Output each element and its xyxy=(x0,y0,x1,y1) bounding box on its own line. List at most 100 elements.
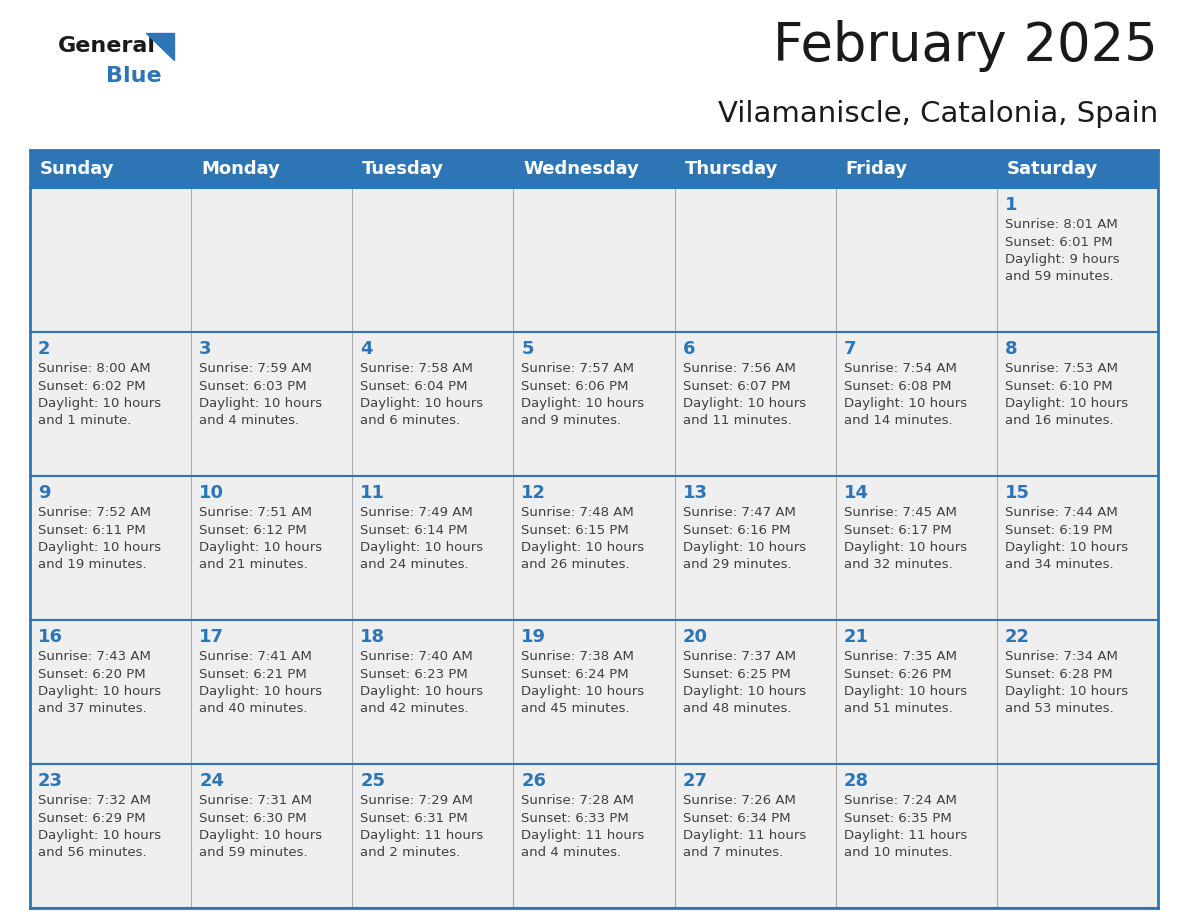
Text: 28: 28 xyxy=(843,772,868,790)
Bar xyxy=(513,764,675,908)
Text: Sunrise: 7:31 AM
Sunset: 6:30 PM
Daylight: 10 hours
and 59 minutes.: Sunrise: 7:31 AM Sunset: 6:30 PM Dayligh… xyxy=(200,794,322,859)
Bar xyxy=(997,188,1158,332)
Bar xyxy=(191,332,353,476)
Text: 13: 13 xyxy=(683,484,708,502)
Text: 19: 19 xyxy=(522,628,546,646)
Text: Sunrise: 8:01 AM
Sunset: 6:01 PM
Daylight: 9 hours
and 59 minutes.: Sunrise: 8:01 AM Sunset: 6:01 PM Dayligh… xyxy=(1005,218,1119,284)
Bar xyxy=(353,620,513,764)
Polygon shape xyxy=(146,33,173,60)
Text: Sunrise: 8:00 AM
Sunset: 6:02 PM
Daylight: 10 hours
and 1 minute.: Sunrise: 8:00 AM Sunset: 6:02 PM Dayligh… xyxy=(38,362,162,428)
Bar xyxy=(353,764,513,908)
Bar xyxy=(191,764,353,908)
Text: Saturday: Saturday xyxy=(1007,160,1098,178)
Text: 16: 16 xyxy=(38,628,63,646)
Bar xyxy=(675,764,835,908)
Text: Sunrise: 7:41 AM
Sunset: 6:21 PM
Daylight: 10 hours
and 40 minutes.: Sunrise: 7:41 AM Sunset: 6:21 PM Dayligh… xyxy=(200,650,322,715)
Text: Tuesday: Tuesday xyxy=(362,160,444,178)
Text: 24: 24 xyxy=(200,772,225,790)
Text: Sunrise: 7:53 AM
Sunset: 6:10 PM
Daylight: 10 hours
and 16 minutes.: Sunrise: 7:53 AM Sunset: 6:10 PM Dayligh… xyxy=(1005,362,1127,428)
Text: 10: 10 xyxy=(200,484,225,502)
Text: Sunrise: 7:38 AM
Sunset: 6:24 PM
Daylight: 10 hours
and 45 minutes.: Sunrise: 7:38 AM Sunset: 6:24 PM Dayligh… xyxy=(522,650,645,715)
Text: Sunrise: 7:40 AM
Sunset: 6:23 PM
Daylight: 10 hours
and 42 minutes.: Sunrise: 7:40 AM Sunset: 6:23 PM Dayligh… xyxy=(360,650,484,715)
Text: 25: 25 xyxy=(360,772,385,790)
Bar xyxy=(675,332,835,476)
Bar xyxy=(835,332,997,476)
Bar xyxy=(675,188,835,332)
Text: February 2025: February 2025 xyxy=(773,20,1158,72)
Bar xyxy=(30,188,191,332)
Text: Sunrise: 7:26 AM
Sunset: 6:34 PM
Daylight: 11 hours
and 7 minutes.: Sunrise: 7:26 AM Sunset: 6:34 PM Dayligh… xyxy=(683,794,805,859)
Bar xyxy=(513,476,675,620)
Text: 18: 18 xyxy=(360,628,385,646)
Text: Sunrise: 7:57 AM
Sunset: 6:06 PM
Daylight: 10 hours
and 9 minutes.: Sunrise: 7:57 AM Sunset: 6:06 PM Dayligh… xyxy=(522,362,645,428)
Text: 9: 9 xyxy=(38,484,51,502)
Text: 8: 8 xyxy=(1005,340,1017,358)
Text: Sunday: Sunday xyxy=(40,160,114,178)
Text: Sunrise: 7:49 AM
Sunset: 6:14 PM
Daylight: 10 hours
and 24 minutes.: Sunrise: 7:49 AM Sunset: 6:14 PM Dayligh… xyxy=(360,506,484,572)
Text: Blue: Blue xyxy=(106,66,162,86)
Bar xyxy=(353,332,513,476)
Bar xyxy=(997,620,1158,764)
Text: 27: 27 xyxy=(683,772,708,790)
Text: 5: 5 xyxy=(522,340,533,358)
Text: Monday: Monday xyxy=(201,160,280,178)
Bar xyxy=(353,188,513,332)
Text: Sunrise: 7:51 AM
Sunset: 6:12 PM
Daylight: 10 hours
and 21 minutes.: Sunrise: 7:51 AM Sunset: 6:12 PM Dayligh… xyxy=(200,506,322,572)
Bar xyxy=(835,764,997,908)
Text: 14: 14 xyxy=(843,484,868,502)
Text: Sunrise: 7:45 AM
Sunset: 6:17 PM
Daylight: 10 hours
and 32 minutes.: Sunrise: 7:45 AM Sunset: 6:17 PM Dayligh… xyxy=(843,506,967,572)
Text: 26: 26 xyxy=(522,772,546,790)
Text: 22: 22 xyxy=(1005,628,1030,646)
Text: 1: 1 xyxy=(1005,196,1017,214)
Bar xyxy=(835,188,997,332)
Bar xyxy=(997,332,1158,476)
Text: 7: 7 xyxy=(843,340,857,358)
Text: 20: 20 xyxy=(683,628,708,646)
Text: Sunrise: 7:28 AM
Sunset: 6:33 PM
Daylight: 11 hours
and 4 minutes.: Sunrise: 7:28 AM Sunset: 6:33 PM Dayligh… xyxy=(522,794,645,859)
Text: 4: 4 xyxy=(360,340,373,358)
Text: General: General xyxy=(58,36,156,56)
Bar xyxy=(675,620,835,764)
Bar xyxy=(30,150,1158,188)
Text: Sunrise: 7:34 AM
Sunset: 6:28 PM
Daylight: 10 hours
and 53 minutes.: Sunrise: 7:34 AM Sunset: 6:28 PM Dayligh… xyxy=(1005,650,1127,715)
Bar xyxy=(513,620,675,764)
Text: Sunrise: 7:56 AM
Sunset: 6:07 PM
Daylight: 10 hours
and 11 minutes.: Sunrise: 7:56 AM Sunset: 6:07 PM Dayligh… xyxy=(683,362,805,428)
Text: Sunrise: 7:43 AM
Sunset: 6:20 PM
Daylight: 10 hours
and 37 minutes.: Sunrise: 7:43 AM Sunset: 6:20 PM Dayligh… xyxy=(38,650,162,715)
Text: Sunrise: 7:47 AM
Sunset: 6:16 PM
Daylight: 10 hours
and 29 minutes.: Sunrise: 7:47 AM Sunset: 6:16 PM Dayligh… xyxy=(683,506,805,572)
Text: Sunrise: 7:54 AM
Sunset: 6:08 PM
Daylight: 10 hours
and 14 minutes.: Sunrise: 7:54 AM Sunset: 6:08 PM Dayligh… xyxy=(843,362,967,428)
Text: Vilamaniscle, Catalonia, Spain: Vilamaniscle, Catalonia, Spain xyxy=(718,100,1158,128)
Text: 3: 3 xyxy=(200,340,211,358)
Bar xyxy=(835,620,997,764)
Bar xyxy=(997,764,1158,908)
Text: 12: 12 xyxy=(522,484,546,502)
Bar xyxy=(513,332,675,476)
Bar xyxy=(353,476,513,620)
Text: 17: 17 xyxy=(200,628,225,646)
Text: 23: 23 xyxy=(38,772,63,790)
Text: Wednesday: Wednesday xyxy=(524,160,639,178)
Text: 6: 6 xyxy=(683,340,695,358)
Text: Sunrise: 7:48 AM
Sunset: 6:15 PM
Daylight: 10 hours
and 26 minutes.: Sunrise: 7:48 AM Sunset: 6:15 PM Dayligh… xyxy=(522,506,645,572)
Text: Sunrise: 7:35 AM
Sunset: 6:26 PM
Daylight: 10 hours
and 51 minutes.: Sunrise: 7:35 AM Sunset: 6:26 PM Dayligh… xyxy=(843,650,967,715)
Text: Sunrise: 7:44 AM
Sunset: 6:19 PM
Daylight: 10 hours
and 34 minutes.: Sunrise: 7:44 AM Sunset: 6:19 PM Dayligh… xyxy=(1005,506,1127,572)
Bar xyxy=(513,188,675,332)
Bar xyxy=(30,764,191,908)
Bar xyxy=(191,188,353,332)
Text: 21: 21 xyxy=(843,628,868,646)
Bar xyxy=(191,620,353,764)
Bar xyxy=(835,476,997,620)
Text: Sunrise: 7:58 AM
Sunset: 6:04 PM
Daylight: 10 hours
and 6 minutes.: Sunrise: 7:58 AM Sunset: 6:04 PM Dayligh… xyxy=(360,362,484,428)
Bar xyxy=(30,476,191,620)
Bar xyxy=(30,332,191,476)
Text: 2: 2 xyxy=(38,340,51,358)
Bar xyxy=(675,476,835,620)
Text: Thursday: Thursday xyxy=(684,160,778,178)
Text: Sunrise: 7:32 AM
Sunset: 6:29 PM
Daylight: 10 hours
and 56 minutes.: Sunrise: 7:32 AM Sunset: 6:29 PM Dayligh… xyxy=(38,794,162,859)
Bar xyxy=(191,476,353,620)
Text: Sunrise: 7:24 AM
Sunset: 6:35 PM
Daylight: 11 hours
and 10 minutes.: Sunrise: 7:24 AM Sunset: 6:35 PM Dayligh… xyxy=(843,794,967,859)
Text: Sunrise: 7:59 AM
Sunset: 6:03 PM
Daylight: 10 hours
and 4 minutes.: Sunrise: 7:59 AM Sunset: 6:03 PM Dayligh… xyxy=(200,362,322,428)
Bar xyxy=(997,476,1158,620)
Text: Sunrise: 7:52 AM
Sunset: 6:11 PM
Daylight: 10 hours
and 19 minutes.: Sunrise: 7:52 AM Sunset: 6:11 PM Dayligh… xyxy=(38,506,162,572)
Text: Sunrise: 7:29 AM
Sunset: 6:31 PM
Daylight: 11 hours
and 2 minutes.: Sunrise: 7:29 AM Sunset: 6:31 PM Dayligh… xyxy=(360,794,484,859)
Text: 11: 11 xyxy=(360,484,385,502)
